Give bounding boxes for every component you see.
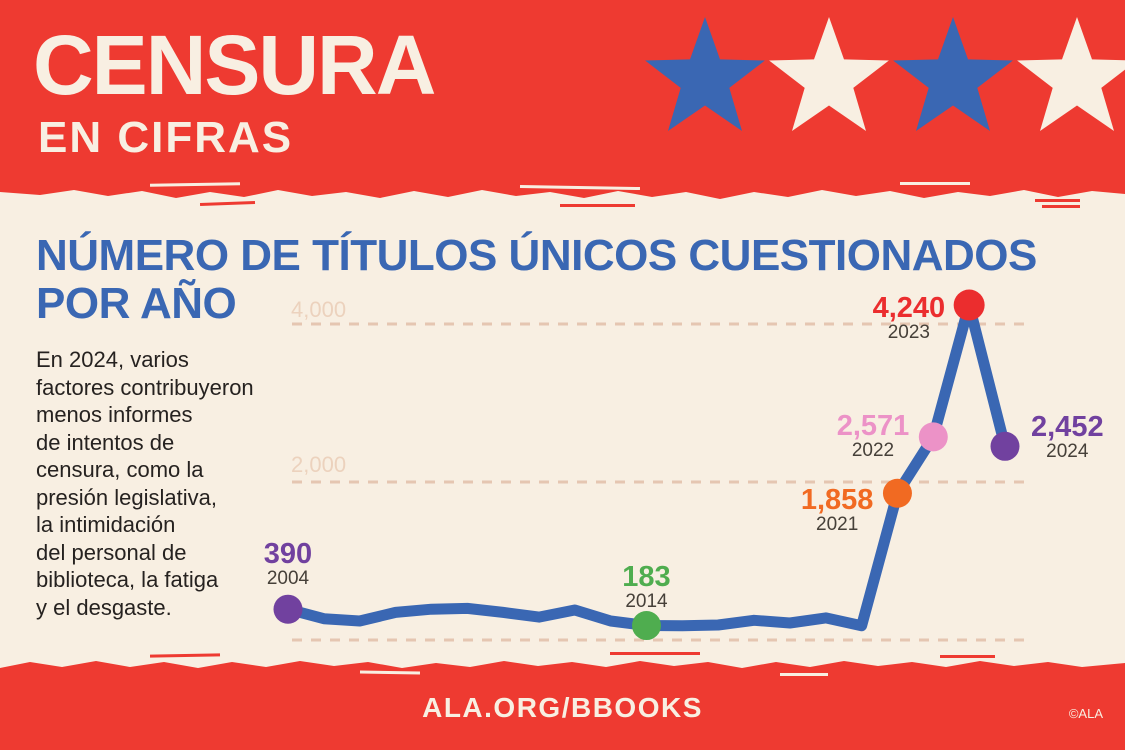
y-axis-tick-4000: 4,000 [291, 297, 347, 322]
star-icon [769, 17, 889, 131]
star-icon [893, 17, 1013, 131]
footer-url[interactable]: ALA.ORG/BBOOKS [422, 692, 703, 723]
header-brush-edge [0, 178, 1125, 208]
data-point-2022 [918, 422, 948, 452]
data-point-2004 [273, 594, 303, 624]
data-point-2024 [990, 431, 1020, 461]
copyright-notice: ©ALA [1068, 706, 1103, 721]
page-title: CENSURA [33, 18, 436, 112]
y-axis-tick-2000: 2,000 [291, 452, 347, 477]
chart-description: En 2024, varios factores contribuyeron m… [36, 347, 254, 620]
data-point-2023 [953, 289, 985, 321]
chart-title: NÚMERO DE TÍTULOS ÚNICOS CUESTIONADOS PO… [36, 232, 1037, 328]
stars-decoration [645, 17, 1125, 131]
data-point-2014 [632, 611, 661, 641]
chart-title-line2: POR AÑO [36, 279, 237, 328]
footer-brush-edge [0, 652, 1125, 750]
star-icon [1017, 17, 1125, 131]
data-point-2021 [882, 478, 912, 508]
page-subtitle: EN CIFRAS [38, 113, 294, 162]
header-band: CENSURA EN CIFRAS [0, 0, 1125, 186]
star-icon [645, 17, 765, 131]
trend-line [282, 299, 1011, 632]
chart-title-line1: NÚMERO DE TÍTULOS ÚNICOS CUESTIONADOS [36, 231, 1037, 280]
